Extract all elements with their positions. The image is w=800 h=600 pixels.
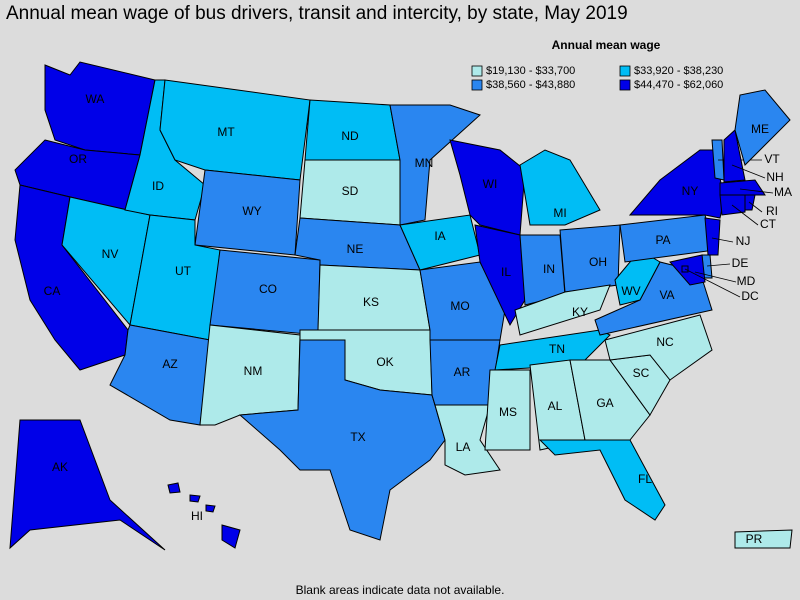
state-label: GA bbox=[596, 396, 613, 410]
state-label: HI bbox=[191, 509, 203, 523]
legend-swatch bbox=[619, 65, 631, 77]
state-label: AK bbox=[52, 460, 68, 474]
state-label: LA bbox=[456, 440, 471, 454]
state-label: MD bbox=[737, 274, 756, 288]
leader-line bbox=[711, 237, 734, 243]
state-label: NM bbox=[244, 364, 263, 378]
state-label: ND bbox=[341, 129, 359, 143]
state-label: KY bbox=[572, 305, 588, 319]
state-shape bbox=[9, 419, 166, 551]
state-label: CO bbox=[259, 282, 277, 296]
legend-swatch bbox=[471, 65, 483, 77]
legend-swatch bbox=[471, 79, 483, 91]
state-label: ID bbox=[152, 179, 164, 193]
state-label: OK bbox=[376, 355, 393, 369]
state-label: OH bbox=[589, 255, 607, 269]
state-label: UT bbox=[175, 264, 192, 278]
legend-label: $38,560 - $43,880 bbox=[486, 79, 575, 91]
state-shape bbox=[449, 139, 526, 236]
state-label: MA bbox=[774, 185, 792, 199]
state-shape bbox=[734, 89, 791, 166]
state-label: IA bbox=[434, 229, 445, 243]
state-label: MO bbox=[450, 299, 469, 313]
state-label: WV bbox=[621, 284, 640, 298]
state-label: TX bbox=[350, 430, 365, 444]
state-label: IN bbox=[543, 262, 555, 276]
state-label: SC bbox=[633, 366, 650, 380]
state-label: WY bbox=[242, 204, 261, 218]
state-label: MN bbox=[415, 156, 434, 170]
state-shape bbox=[205, 504, 216, 513]
legend-swatch bbox=[619, 79, 631, 91]
state-shape bbox=[389, 104, 481, 226]
state-shape bbox=[221, 524, 241, 549]
state-label: WA bbox=[86, 92, 105, 106]
state-shape bbox=[628, 149, 725, 219]
state-label: VA bbox=[659, 288, 674, 302]
leader-line bbox=[739, 188, 774, 194]
state-shape bbox=[519, 149, 601, 226]
state-label: KS bbox=[363, 295, 379, 309]
state-label: CA bbox=[44, 284, 61, 298]
state-shape bbox=[604, 314, 713, 381]
state-label: AL bbox=[548, 399, 563, 413]
map-title: Annual mean wage of bus drivers, transit… bbox=[6, 3, 628, 24]
state-label: IL bbox=[501, 265, 511, 279]
state-label: SD bbox=[342, 184, 359, 198]
legend-label: $44,470 - $62,060 bbox=[634, 79, 723, 91]
state-label: PA bbox=[655, 233, 670, 247]
state-label: MT bbox=[217, 125, 235, 139]
state-label: TN bbox=[549, 342, 565, 356]
state-label: DE bbox=[732, 256, 749, 270]
state-shape bbox=[159, 79, 311, 181]
leader-line bbox=[731, 204, 759, 226]
state-shape bbox=[734, 529, 793, 549]
state-label: CT bbox=[760, 217, 777, 231]
leader-line bbox=[748, 201, 763, 213]
legend-label: $33,920 - $38,230 bbox=[634, 65, 723, 77]
state-label: NC bbox=[656, 335, 674, 349]
state-label: AR bbox=[454, 365, 471, 379]
state-label: PR bbox=[746, 532, 763, 546]
state-label: WI bbox=[483, 177, 498, 191]
state-label: NH bbox=[766, 170, 783, 184]
leader-line bbox=[684, 268, 741, 298]
state-label: NV bbox=[102, 247, 119, 261]
state-label: NE bbox=[347, 242, 364, 256]
state-label: OR bbox=[69, 152, 87, 166]
state-shape bbox=[704, 217, 721, 256]
state-label: DC bbox=[741, 289, 759, 303]
legend-label: $19,130 - $33,700 bbox=[486, 65, 575, 77]
state-shape bbox=[723, 129, 746, 183]
state-shape bbox=[514, 284, 611, 336]
state-shape bbox=[719, 179, 766, 196]
state-shape bbox=[189, 494, 201, 503]
state-label: MI bbox=[553, 206, 566, 220]
state-label: AZ bbox=[162, 357, 177, 371]
state-shape bbox=[238, 339, 446, 541]
footnote: Blank areas indicate data not available. bbox=[296, 583, 505, 597]
state-label: NY bbox=[682, 184, 699, 198]
state-shape bbox=[167, 482, 181, 494]
state-label: VT bbox=[764, 152, 780, 166]
leader-line bbox=[731, 164, 766, 179]
state-label: ME bbox=[751, 122, 769, 136]
leader-line bbox=[706, 263, 731, 267]
state-label: NJ bbox=[736, 234, 751, 248]
state-shape bbox=[569, 359, 651, 441]
state-shape bbox=[484, 369, 531, 451]
leader-line bbox=[694, 271, 737, 283]
legend-title: Annual mean wage bbox=[552, 38, 661, 52]
state-shape bbox=[538, 439, 666, 521]
state-label: FL bbox=[638, 472, 652, 486]
state-label: MS bbox=[499, 405, 517, 419]
state-shape bbox=[44, 61, 156, 156]
state-label: RI bbox=[766, 204, 778, 218]
